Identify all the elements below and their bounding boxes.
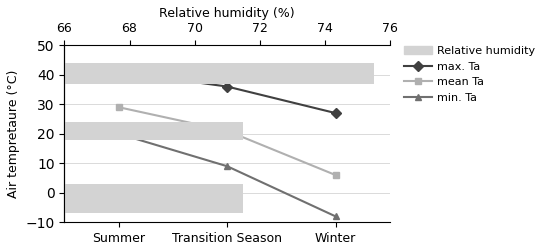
Legend: Relative humidity, max. Ta, mean Ta, min. Ta: Relative humidity, max. Ta, mean Ta, min…	[400, 42, 540, 107]
Y-axis label: Air tempretaure (°C): Air tempretaure (°C)	[7, 70, 20, 198]
Bar	[64, 184, 244, 213]
X-axis label: Relative humidity (%): Relative humidity (%)	[160, 7, 295, 20]
Bar	[64, 63, 373, 84]
Bar	[64, 122, 244, 140]
